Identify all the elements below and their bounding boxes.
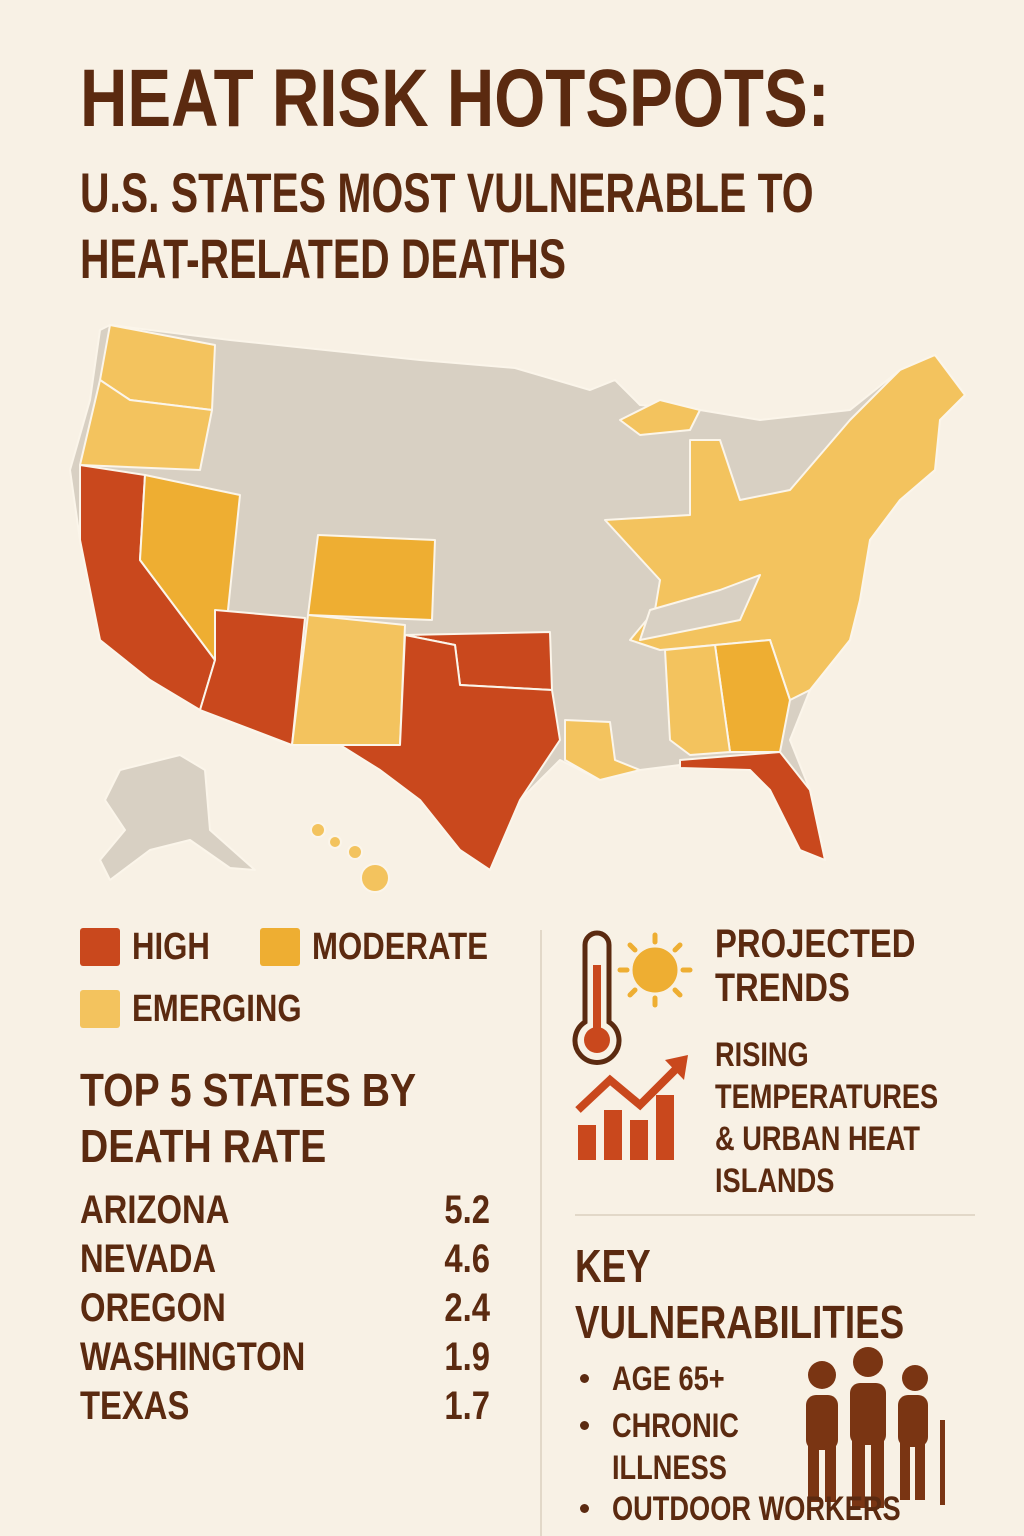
top-states-title: TOP 5 STATES BY DEATH RATE [80, 1064, 416, 1172]
hawaii-island [347, 844, 363, 860]
legend-swatch [80, 928, 120, 966]
people-icon [806, 1347, 945, 1508]
legend-swatch [260, 928, 300, 966]
state-name: TEXAS [80, 1384, 190, 1428]
sun-icon [617, 932, 693, 1008]
state-name: OREGON [80, 1286, 226, 1330]
subtitle: U.S. STATES MOST VULNERABLE TO HEAT-RELA… [80, 161, 814, 290]
title: HEAT RISK HOTSPOTS: [80, 53, 830, 144]
bullet [580, 1421, 589, 1430]
legend-label: MODERATE [312, 926, 488, 968]
hawaii-island [328, 835, 342, 849]
state-tx [339, 634, 561, 871]
state-name: ARIZONA [80, 1188, 230, 1232]
bullet [580, 1374, 589, 1383]
legend-label: HIGH [132, 926, 210, 968]
trends-text: RISING TEMPERATURES & URBAN HEAT ISLANDS [715, 1036, 939, 1200]
state-co [307, 534, 436, 621]
state-rate: 1.7 [444, 1384, 490, 1428]
legend-label: EMERGING [132, 988, 302, 1030]
legend-swatch [80, 990, 120, 1028]
trends-title: PROJECTED TRENDS [715, 922, 916, 1010]
state-mi-up [619, 399, 701, 436]
state-nm [291, 614, 406, 746]
state-rate: 4.6 [444, 1237, 490, 1281]
state-rate: 1.9 [444, 1335, 490, 1379]
state-ky [639, 574, 761, 641]
vulnerabilities-title: KEY VULNERABILITIES [575, 1240, 905, 1348]
state-name: WASHINGTON [80, 1335, 306, 1379]
state-name: NEVADA [80, 1237, 217, 1281]
vulnerability-item: CHRONIC ILLNESS [612, 1407, 739, 1487]
hawaii-island [360, 863, 390, 893]
state-la [564, 719, 641, 781]
vulnerability-item: OUTDOOR WORKERS [612, 1490, 901, 1528]
state-az [199, 609, 306, 746]
trend-icon [575, 1055, 688, 1160]
vulnerability-item: AGE 65+ [612, 1360, 725, 1398]
state-rate: 5.2 [444, 1188, 490, 1232]
state-al [664, 644, 731, 756]
hawaii-island [310, 822, 326, 838]
alaska [99, 754, 256, 881]
bullet [580, 1504, 589, 1513]
state-or [79, 379, 213, 471]
state-rate: 2.4 [444, 1286, 490, 1330]
hawaii [310, 822, 390, 893]
us-map [69, 324, 966, 893]
state-fl [679, 751, 826, 861]
thermometer-icon [572, 930, 622, 1065]
